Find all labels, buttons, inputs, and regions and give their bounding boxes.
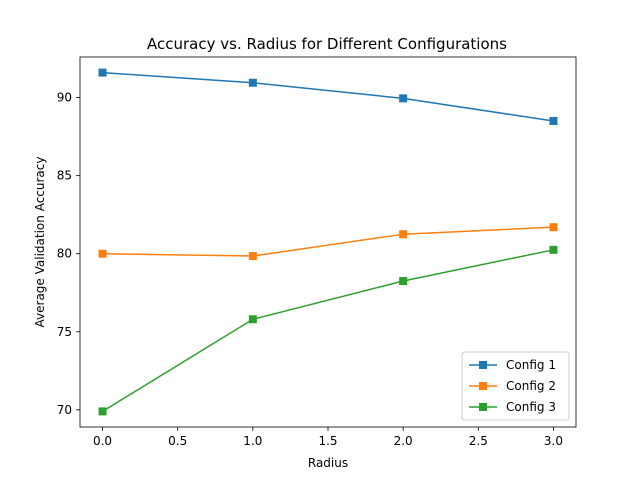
data-point — [399, 230, 408, 239]
legend-item-1: Config 1 — [469, 358, 556, 372]
data-point — [399, 94, 408, 103]
data-point — [248, 252, 257, 261]
legend-marker — [479, 382, 487, 390]
legend-marker — [479, 403, 487, 411]
y-axis-label: Average Validation Accuracy — [33, 157, 47, 328]
y-tick-label: 90 — [57, 91, 72, 105]
series-1 — [98, 68, 558, 126]
data-point — [98, 407, 107, 416]
y-tick-label: 85 — [57, 169, 72, 183]
x-tick-label: 1.5 — [318, 434, 337, 448]
data-point — [98, 249, 107, 258]
y-tick-label: 75 — [57, 325, 72, 339]
legend: Config 1 Config 2 Config 3 — [461, 351, 570, 421]
legend-marker — [479, 361, 487, 369]
series-line — [102, 249, 554, 413]
legend-item-3: Config 3 — [469, 400, 556, 414]
x-axis: 0.0 0.5 1.0 1.5 2.0 2.5 3.0 — [93, 427, 563, 448]
legend-label: Config 2 — [506, 379, 556, 393]
y-tick-label: 80 — [57, 247, 72, 261]
series-3 — [98, 245, 558, 416]
data-point — [248, 315, 257, 324]
data-point — [549, 245, 558, 254]
series-2 — [98, 223, 558, 261]
data-point — [549, 223, 558, 232]
x-tick-label: 3.0 — [544, 434, 563, 448]
chart-title: Accuracy vs. Radius for Different Config… — [147, 35, 507, 53]
data-point — [248, 78, 257, 87]
series-layer — [98, 68, 558, 416]
data-point — [399, 277, 408, 286]
series-line — [102, 226, 554, 257]
x-tick-label: 1.0 — [243, 434, 262, 448]
x-tick-label: 0.0 — [93, 434, 112, 448]
data-point — [98, 68, 107, 77]
legend-label: Config 1 — [506, 358, 556, 372]
x-tick-label: 0.5 — [168, 434, 187, 448]
x-axis-label: Radius — [308, 456, 348, 470]
data-point — [549, 117, 558, 126]
legend-label: Config 3 — [506, 400, 556, 414]
x-tick-label: 2.0 — [394, 434, 413, 448]
y-tick-label: 70 — [57, 403, 72, 417]
series-line — [102, 71, 554, 122]
x-tick-label: 2.5 — [469, 434, 488, 448]
legend-item-2: Config 2 — [469, 379, 556, 393]
legend-box — [461, 351, 570, 421]
y-axis: 70 75 80 85 90 — [57, 91, 80, 417]
